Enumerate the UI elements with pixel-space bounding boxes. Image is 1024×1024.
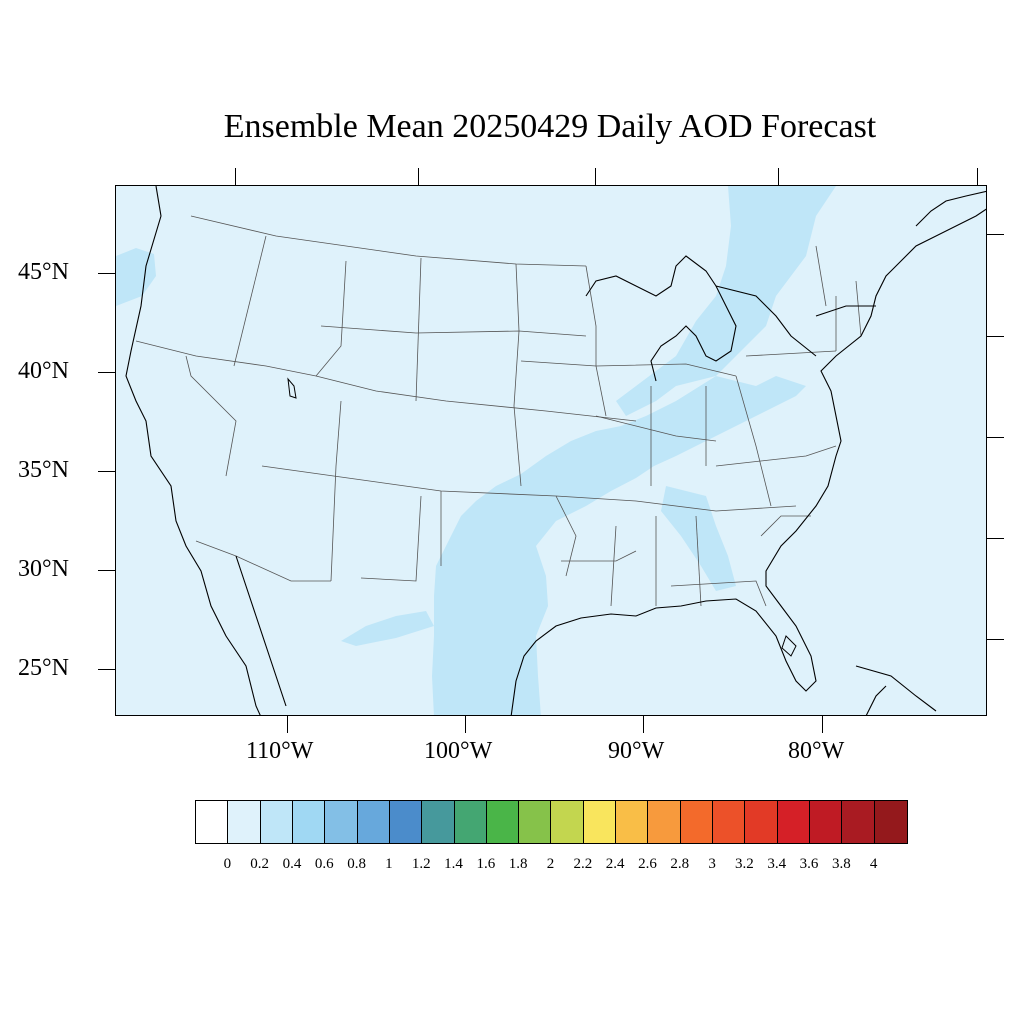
colorbar-swatch [228, 801, 261, 843]
aod-plume-southeast [661, 486, 736, 591]
lon-label: 80°W [788, 738, 845, 764]
lat-label: 35°N [18, 457, 69, 483]
bottom-tick [822, 716, 823, 733]
colorbar-label: 2.8 [670, 856, 690, 872]
top-tick [977, 168, 978, 185]
colorbar-swatch [196, 801, 229, 843]
state-boundaries [135, 215, 862, 607]
lake [287, 377, 297, 399]
colorbar-label: 3.6 [799, 856, 819, 872]
top-tick [778, 168, 779, 185]
colorbar-label: 2.2 [573, 856, 593, 872]
colorbar-swatch [680, 801, 713, 843]
colorbar-swatch [777, 801, 810, 843]
colorbar-swatch [551, 801, 584, 843]
colorbar-label: 0.6 [314, 856, 334, 872]
left-tick [98, 669, 115, 670]
lat-label: 25°N [18, 655, 69, 681]
colorbar-label: 2.4 [605, 856, 625, 872]
aod-plumes [116, 186, 836, 715]
colorbar-swatch [422, 801, 455, 843]
colorbar [195, 800, 908, 844]
colorbar-label: 1.4 [444, 856, 463, 872]
colorbar-label: 1.8 [508, 856, 528, 872]
colorbar-swatch [745, 801, 778, 843]
right-tick [987, 538, 1004, 539]
colorbar-label: 3.4 [767, 856, 787, 872]
colorbar-swatch [616, 801, 649, 843]
colorbar-label: 0.8 [347, 856, 366, 872]
top-tick [235, 168, 236, 185]
lake [781, 635, 797, 657]
colorbar-label: 0.4 [282, 856, 302, 872]
colorbar-swatch [809, 801, 843, 843]
colorbar-swatch [260, 801, 293, 843]
colorbar-swatch [519, 801, 552, 843]
colorbar-label: 2.6 [638, 856, 657, 872]
map-frame[interactable] [115, 185, 987, 716]
right-tick [987, 639, 1004, 640]
colorbar-label: 3 [708, 856, 716, 872]
lat-label: 40°N [18, 358, 69, 384]
left-tick [98, 570, 115, 571]
bottom-tick [287, 716, 288, 733]
colorbar-label: 0.2 [250, 856, 269, 872]
colorbar-swatch [454, 801, 487, 843]
aod-plume-midwest-band [432, 376, 806, 715]
colorbar-swatch [486, 801, 520, 843]
top-tick [418, 168, 419, 185]
right-tick [987, 437, 1004, 438]
colorbar-label: 4 [869, 856, 878, 872]
colorbar-label: 2 [546, 856, 555, 872]
colorbar-swatch [874, 801, 907, 843]
colorbar-label: 1 [385, 856, 393, 872]
colorbar-label: 0 [223, 856, 232, 872]
colorbar-swatch [325, 801, 358, 843]
lon-label: 90°W [608, 738, 665, 764]
lat-label: 45°N [18, 259, 69, 285]
colorbar-swatch [389, 801, 423, 843]
aod-plume-great-lakes [616, 186, 836, 416]
left-tick [98, 471, 115, 472]
right-tick [987, 336, 1004, 337]
top-tick [595, 168, 596, 185]
colorbar-swatch [648, 801, 681, 843]
colorbar-swatch [357, 801, 390, 843]
map-canvas [116, 186, 986, 715]
colorbar-label: 3.2 [735, 856, 754, 872]
colorbar-swatch [713, 801, 746, 843]
colorbar-label: 1.2 [411, 856, 431, 872]
lat-label: 30°N [18, 556, 69, 582]
colorbar-swatch [842, 801, 875, 843]
aod-plume-west-coast [116, 248, 156, 306]
colorbar-swatch [583, 801, 617, 843]
coastlines [125, 186, 986, 715]
lon-label: 110°W [246, 738, 314, 764]
colorbar-label: 1.6 [476, 856, 496, 872]
bottom-tick [465, 716, 466, 733]
colorbar-swatch [292, 801, 326, 843]
left-tick [98, 273, 115, 274]
lon-label: 100°W [424, 738, 493, 764]
aod-plume-texas-tail [341, 611, 434, 646]
colorbar-label: 3.8 [831, 856, 851, 872]
right-tick [987, 234, 1004, 235]
left-tick [98, 372, 115, 373]
bottom-tick [643, 716, 644, 733]
page-title: Ensemble Mean 20250429 Daily AOD Forecas… [223, 108, 877, 145]
